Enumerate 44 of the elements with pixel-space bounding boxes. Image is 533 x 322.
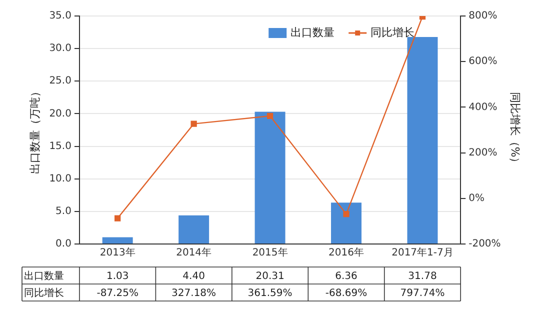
y2-axis-title: 同比增长（%） bbox=[508, 92, 522, 168]
y2-tick-label: 600% bbox=[468, 56, 498, 68]
point bbox=[190, 120, 197, 127]
x-tick-label: 2015年 bbox=[252, 246, 288, 259]
y-tick-label: 35.0 bbox=[49, 10, 72, 22]
bar bbox=[254, 112, 286, 244]
data-label: 797.74% bbox=[400, 288, 445, 300]
x-tick-label: 2017年1-7月 bbox=[392, 246, 454, 259]
data-label: -68.69% bbox=[325, 288, 368, 300]
y-tick-label: 20.0 bbox=[49, 108, 72, 120]
point bbox=[266, 112, 274, 120]
y-tick-label: 30.0 bbox=[49, 43, 72, 54]
text: 同比增长 bbox=[24, 288, 64, 300]
text: 出口数量 bbox=[24, 271, 64, 282]
data-label: 361.59% bbox=[248, 288, 292, 300]
legend-label: 同比增长 bbox=[370, 26, 415, 39]
bar bbox=[102, 237, 133, 244]
y2-tick-label: 800% bbox=[468, 10, 498, 22]
bar bbox=[331, 202, 362, 244]
y-tick-label: 5.0 bbox=[56, 206, 72, 218]
legend-label: 出口数量 bbox=[290, 26, 335, 39]
x-tick-label: 2014年 bbox=[176, 246, 212, 259]
bar bbox=[178, 215, 210, 244]
data-label: 20.31 bbox=[256, 271, 284, 282]
point bbox=[343, 210, 350, 218]
data-label: 327.18% bbox=[172, 288, 216, 300]
data-label: 1.03 bbox=[106, 271, 129, 282]
y2-tick-label: -200% bbox=[468, 238, 501, 250]
data-label: 6.36 bbox=[335, 271, 358, 282]
y-axis-title: 出口数量（万吨） bbox=[28, 86, 42, 174]
y2-tick-label: 200% bbox=[468, 147, 498, 158]
data-label: 31.78 bbox=[408, 271, 437, 282]
y-tick-label: 15.0 bbox=[49, 140, 72, 152]
point bbox=[114, 215, 121, 222]
data-label: -87.25% bbox=[96, 288, 138, 300]
data-label: 4.40 bbox=[182, 271, 205, 282]
y2-tick-label: 0% bbox=[468, 192, 484, 204]
bar bbox=[407, 36, 438, 244]
y-tick-label: 25.0 bbox=[49, 76, 72, 87]
x-tick-label: 2016年 bbox=[328, 246, 364, 259]
y-tick-label: 10.0 bbox=[49, 173, 72, 184]
x-tick-label: 2013年 bbox=[100, 246, 136, 259]
y-tick-label: 0.0 bbox=[56, 238, 72, 250]
y2-tick-label: 400% bbox=[468, 102, 498, 113]
